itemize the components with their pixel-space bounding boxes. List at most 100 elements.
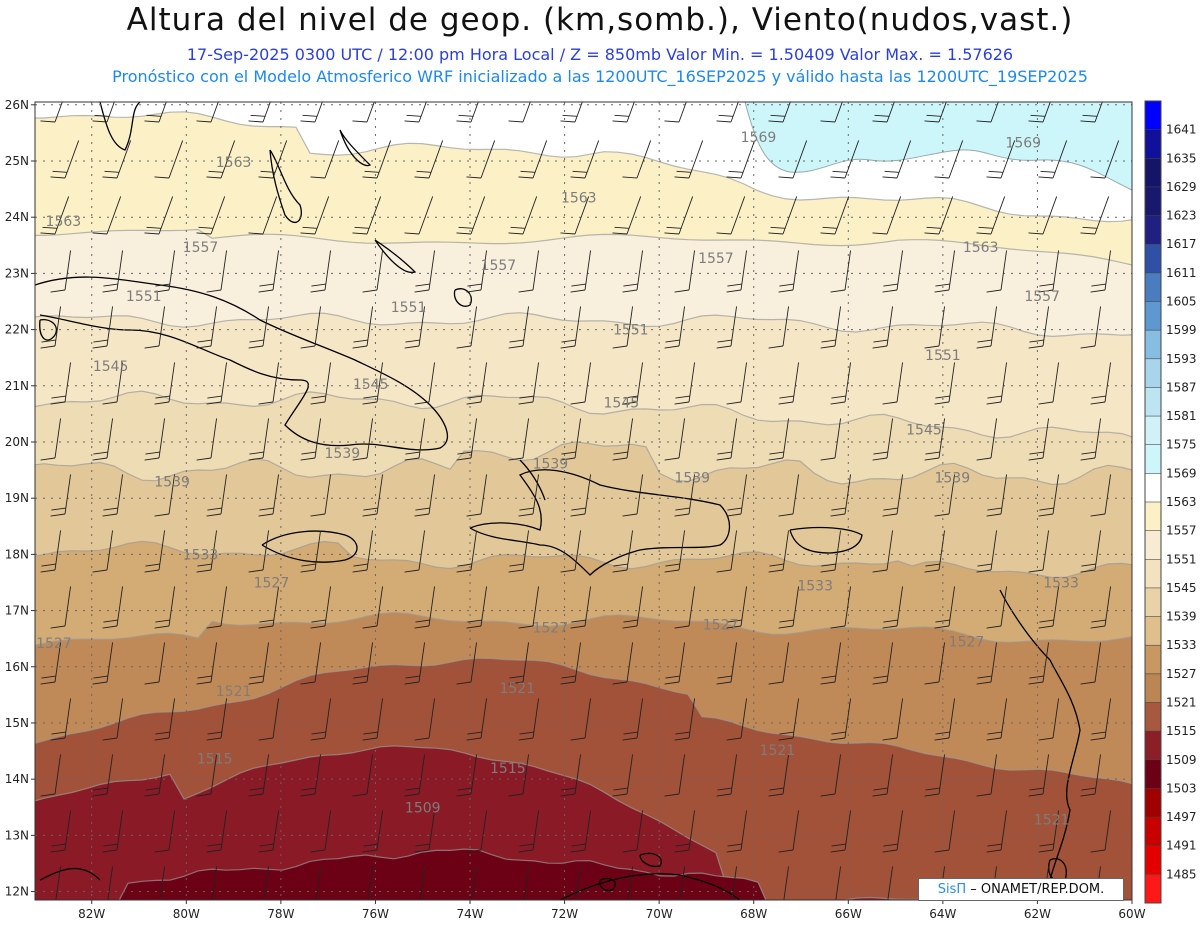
wind-barb <box>976 306 998 349</box>
wind-barb <box>352 530 374 573</box>
wind-barb <box>560 754 582 797</box>
wind-barb <box>820 754 842 797</box>
wind-barb <box>882 140 912 179</box>
lon-tick-label: 78W <box>267 907 294 921</box>
wind-barb <box>248 306 270 349</box>
wind-barb <box>726 810 748 853</box>
colorbar-label: 1611 <box>1166 266 1197 280</box>
wind-barb <box>570 474 592 517</box>
coastline-bahamas-4 <box>453 288 472 307</box>
wind-barb <box>50 362 72 405</box>
wind-barb <box>258 140 288 179</box>
lat-tick-label: 26N <box>5 98 29 112</box>
wind-barb <box>248 196 278 235</box>
wind-barb <box>726 474 748 517</box>
lat-tick-label: 21N <box>5 379 29 393</box>
wind-barb <box>310 140 340 179</box>
wind-barb <box>262 866 270 900</box>
colorbar-swatch <box>1145 645 1161 675</box>
wind-barb <box>144 102 174 123</box>
lon-tick-label: 80W <box>173 907 200 921</box>
wind-barb <box>986 586 1008 629</box>
wind-barb <box>310 250 332 293</box>
shading-layer <box>35 102 1132 900</box>
wind-barb <box>509 866 530 900</box>
wind-barb <box>508 306 530 349</box>
wind-barb <box>40 306 62 349</box>
wind-barb <box>456 196 486 235</box>
colorbar-swatch <box>1145 330 1161 360</box>
wind-barb <box>1090 474 1112 517</box>
wind-barb <box>664 196 694 235</box>
chart-title: Altura del nivel de geop. (km,somb.), Vi… <box>126 2 1074 38</box>
contour-label: 1539 <box>325 446 361 462</box>
lat-tick-label: 18N <box>5 547 29 561</box>
wind-barb <box>206 586 228 629</box>
wind-barb <box>145 866 166 900</box>
wind-barb <box>102 586 124 629</box>
wind-barb <box>986 810 1008 853</box>
wind-barb <box>92 306 114 349</box>
wind-barb <box>466 586 488 629</box>
wind-barb <box>40 102 70 123</box>
wind-barb <box>560 418 582 461</box>
wind-barb <box>1090 362 1112 405</box>
wind-barb <box>92 530 114 573</box>
wind-barb <box>820 102 850 123</box>
wind-barb <box>50 698 72 741</box>
wind-barb <box>102 474 124 517</box>
wind-barb <box>674 140 704 179</box>
colorbar-swatch <box>1145 587 1161 618</box>
contour-label: 1551 <box>391 300 427 316</box>
wind-barb <box>418 866 426 900</box>
wind-barb <box>1038 250 1060 293</box>
wind-barb <box>414 474 436 517</box>
wind-barb <box>934 250 956 293</box>
contour-label: 1545 <box>93 359 129 375</box>
wind-barb <box>830 140 860 179</box>
wind-barb <box>820 306 842 349</box>
wind-barb <box>664 754 686 797</box>
wind-barb <box>716 102 746 123</box>
wind-barb <box>206 474 228 517</box>
wind-barb <box>300 418 322 461</box>
wind-barb <box>92 418 114 461</box>
contour-label: 1551 <box>925 348 961 364</box>
wind-barb <box>924 754 946 797</box>
wind-barb <box>664 306 686 349</box>
wind-barb <box>352 196 382 235</box>
wind-barb <box>924 196 954 235</box>
wind-barb <box>518 698 540 741</box>
coastline-aruba <box>598 877 616 892</box>
wind-barb <box>1090 698 1112 741</box>
wind-barb <box>102 250 124 293</box>
wind-barb <box>726 698 748 741</box>
wind-barb <box>196 306 218 349</box>
wind-barb <box>674 362 696 405</box>
wind-barb <box>1080 754 1102 797</box>
wind-barb <box>154 698 176 741</box>
colorbar-label: 1605 <box>1166 295 1197 309</box>
wind-barb <box>310 698 332 741</box>
wind-barb <box>414 810 436 853</box>
wind-barb <box>768 196 798 235</box>
wind-barb <box>300 102 330 123</box>
wind-barb <box>1080 642 1102 685</box>
colorbar-label: 1533 <box>1166 638 1197 652</box>
wind-barb <box>1090 810 1112 853</box>
wind-barb <box>1038 362 1060 405</box>
wind-barb <box>206 140 236 179</box>
colorbar-swatch <box>1145 788 1161 818</box>
wind-barb <box>674 474 696 517</box>
wind-barb <box>414 586 436 629</box>
wind-barb <box>716 418 738 461</box>
wind-barb <box>976 102 1006 123</box>
lon-tick-label: 76W <box>362 907 389 921</box>
wind-barb <box>778 250 800 293</box>
wind-barb <box>768 306 790 349</box>
wind-barb <box>820 530 842 573</box>
wind-barb <box>622 474 644 517</box>
wind-barb <box>570 250 592 293</box>
colorbar-swatch <box>1145 473 1161 503</box>
wind-barb <box>716 530 738 573</box>
